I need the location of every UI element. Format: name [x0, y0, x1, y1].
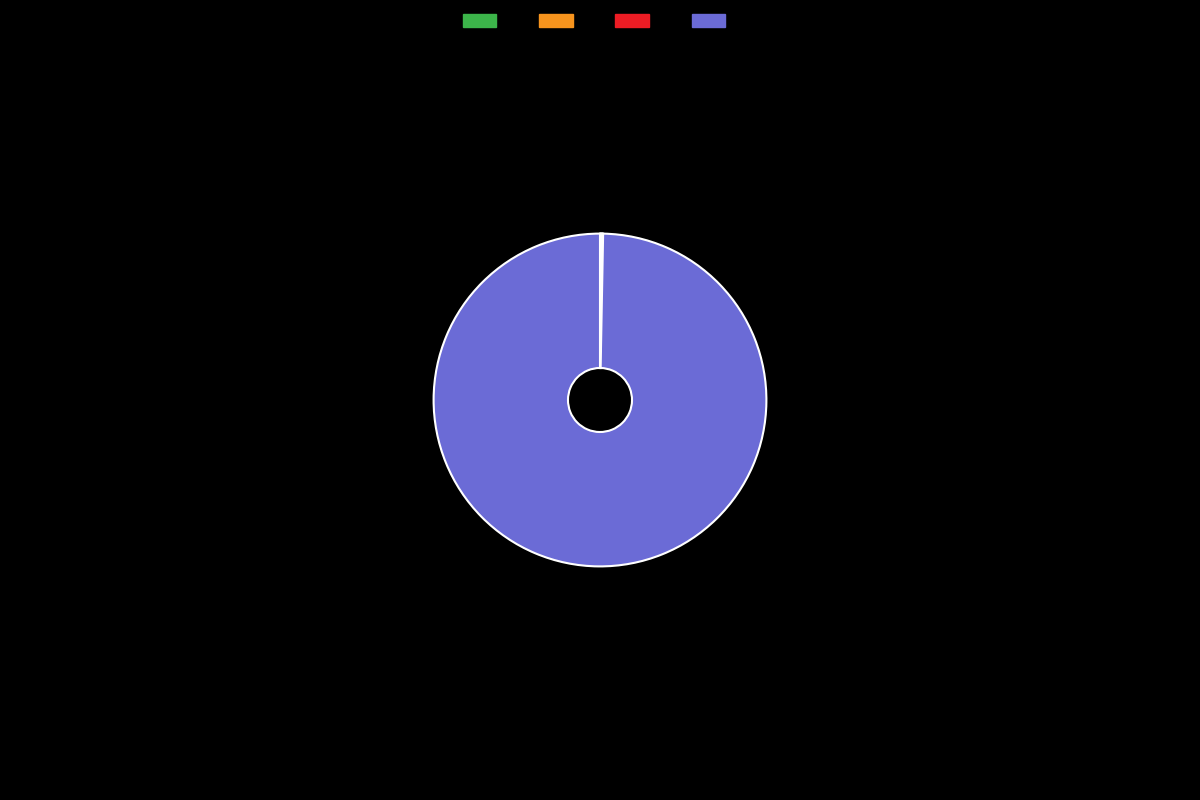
Wedge shape — [433, 234, 767, 566]
Legend: , , , : , , , — [456, 8, 744, 35]
Wedge shape — [600, 234, 604, 368]
Wedge shape — [600, 234, 602, 368]
